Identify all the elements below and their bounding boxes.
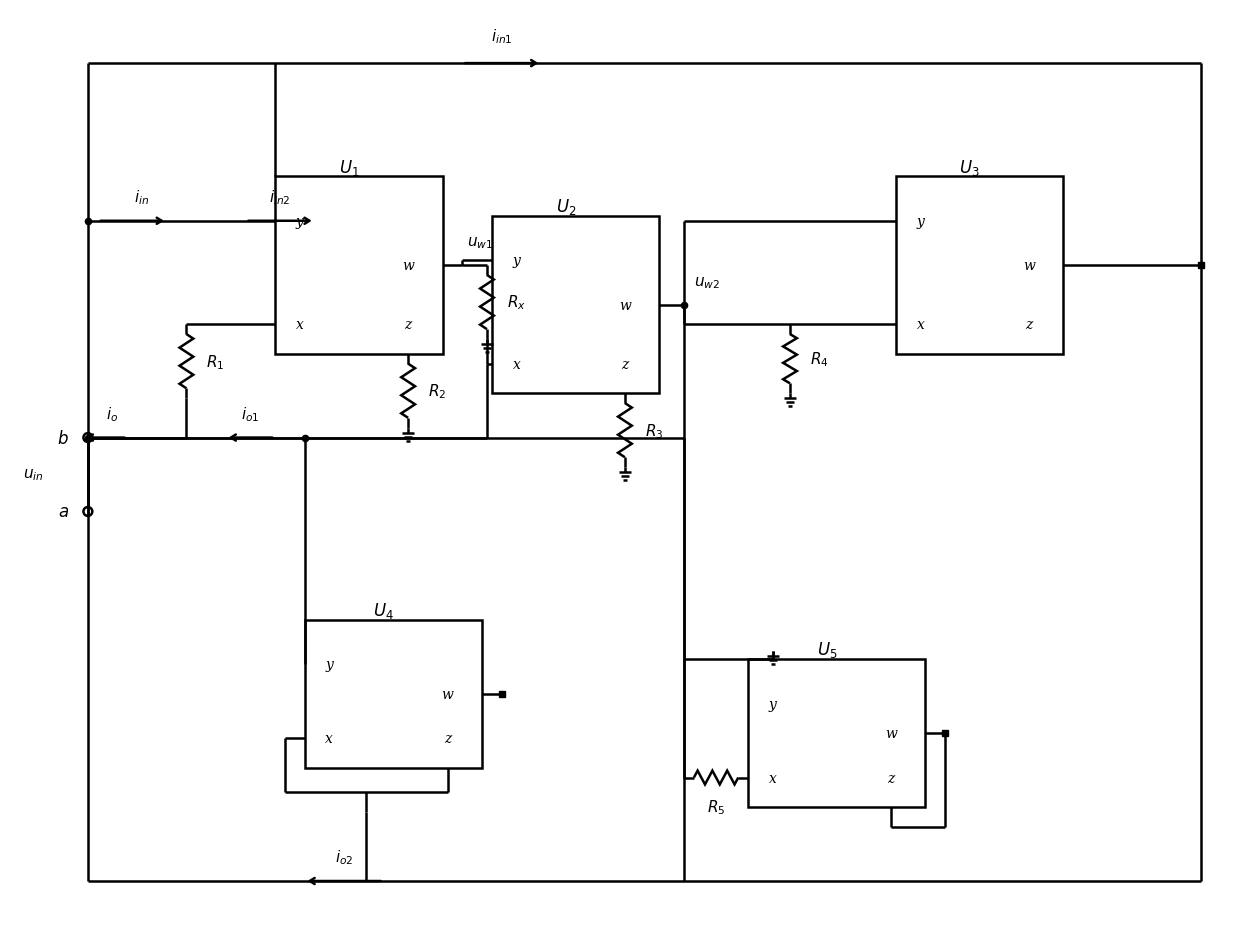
- Text: $U_3$: $U_3$: [960, 157, 980, 177]
- Text: $U_1$: $U_1$: [339, 157, 360, 177]
- Text: $u_{in}$: $u_{in}$: [24, 467, 43, 483]
- Text: $R_4$: $R_4$: [810, 350, 828, 368]
- Text: $R_3$: $R_3$: [645, 422, 663, 440]
- Text: $i_{in}$: $i_{in}$: [134, 188, 150, 207]
- Text: $R_5$: $R_5$: [707, 798, 725, 816]
- Text: $u_{w1}$: $u_{w1}$: [467, 235, 494, 251]
- Text: z: z: [621, 357, 629, 371]
- Text: x: x: [916, 318, 925, 332]
- Bar: [897, 177, 1064, 354]
- Text: $i_{in2}$: $i_{in2}$: [269, 188, 291, 207]
- Bar: [275, 177, 443, 354]
- Text: $U_5$: $U_5$: [817, 640, 837, 660]
- Text: y: y: [769, 697, 776, 711]
- Text: $i_{in1}$: $i_{in1}$: [491, 28, 512, 47]
- Text: x: x: [296, 318, 304, 332]
- Text: x: x: [512, 357, 521, 371]
- Text: w: w: [885, 726, 897, 741]
- Text: y: y: [916, 214, 925, 228]
- Text: z: z: [444, 731, 451, 745]
- Text: w: w: [441, 687, 454, 701]
- Text: $b$: $b$: [57, 429, 69, 447]
- Text: z: z: [404, 318, 412, 332]
- Text: $i_{o1}$: $i_{o1}$: [242, 405, 259, 424]
- Text: z: z: [888, 771, 894, 784]
- Text: $R_x$: $R_x$: [507, 293, 526, 312]
- Text: $i_{o2}$: $i_{o2}$: [335, 847, 353, 866]
- Bar: [748, 660, 925, 807]
- Text: $U_2$: $U_2$: [556, 197, 577, 217]
- Text: w: w: [402, 259, 414, 273]
- Text: y: y: [512, 254, 521, 268]
- Text: y: y: [325, 658, 334, 671]
- Text: $R_2$: $R_2$: [428, 382, 446, 401]
- Bar: [305, 620, 482, 768]
- Bar: [492, 217, 660, 394]
- Text: $u_{w2}$: $u_{w2}$: [694, 275, 720, 290]
- Text: $a$: $a$: [58, 504, 68, 521]
- Text: y: y: [296, 214, 304, 228]
- Text: $i_o$: $i_o$: [107, 405, 119, 424]
- Text: w: w: [619, 298, 631, 312]
- Text: z: z: [1025, 318, 1033, 332]
- Text: x: x: [769, 771, 776, 784]
- Text: x: x: [325, 731, 334, 745]
- Text: $R_1$: $R_1$: [206, 352, 224, 371]
- Text: w: w: [1023, 259, 1035, 273]
- Text: $U_4$: $U_4$: [373, 601, 394, 621]
